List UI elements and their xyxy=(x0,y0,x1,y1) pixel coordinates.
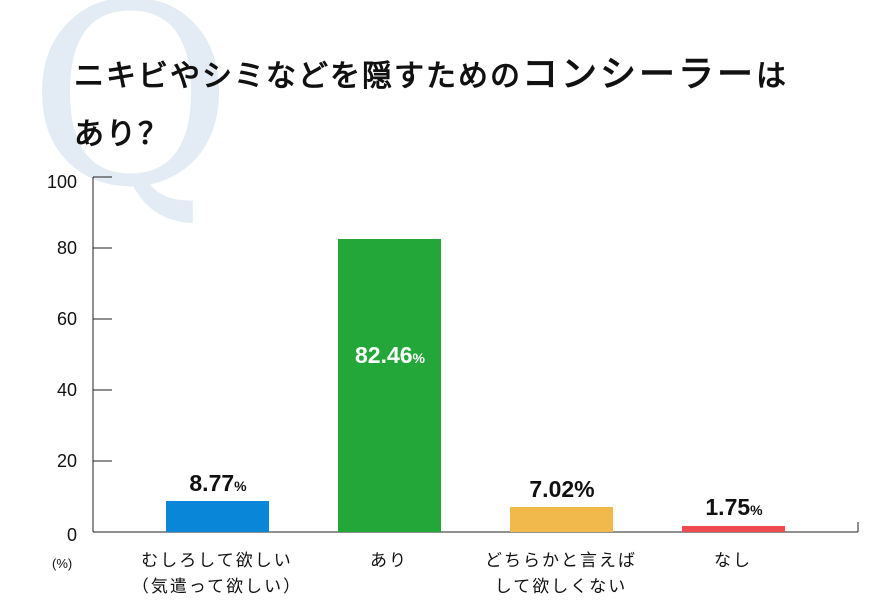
value-label-nashi: 1.75% xyxy=(705,494,763,520)
category-label-mushiro: むしろして欲しい （気遣って欲しい） xyxy=(131,551,303,597)
bar-mushiro xyxy=(166,501,269,532)
value-label-ari: 82.46% xyxy=(354,342,425,368)
y-unit-label: (%) xyxy=(52,556,73,571)
category-label-ari: あり xyxy=(370,551,408,571)
chart-title: ニキビやシミなどを隠すためのコンシーラーは あり？ xyxy=(74,46,788,164)
bar-ari xyxy=(338,239,441,532)
y-tick-60: 60 xyxy=(56,309,77,329)
y-ticks xyxy=(93,176,112,462)
q-watermark: Q xyxy=(28,0,233,242)
y-tick-100: 100 xyxy=(46,172,77,192)
title-line-2: あり？ xyxy=(74,117,170,152)
y-tick-20: 20 xyxy=(56,451,77,471)
bar-nashi xyxy=(682,526,785,532)
y-tick-40: 40 xyxy=(56,380,77,400)
category-label-dochiraka: どちらかと言えば して欲しくない xyxy=(485,551,637,597)
title-emphasis: コンシーラー xyxy=(522,54,757,95)
value-label-dochiraka: 7.02% xyxy=(529,476,595,502)
bar-dochiraka xyxy=(510,507,613,532)
value-label-mushiro: 8.77% xyxy=(189,470,247,496)
y-tick-80: 80 xyxy=(56,238,77,258)
title-prefix: ニキビやシミなどを隠すための xyxy=(74,59,522,94)
title-suffix: は xyxy=(756,59,789,94)
category-label-nashi: なし xyxy=(714,551,752,571)
title-line-1: ニキビやシミなどを隠すためのコンシーラーは xyxy=(74,46,788,106)
y-tick-0: 0 xyxy=(66,525,77,545)
